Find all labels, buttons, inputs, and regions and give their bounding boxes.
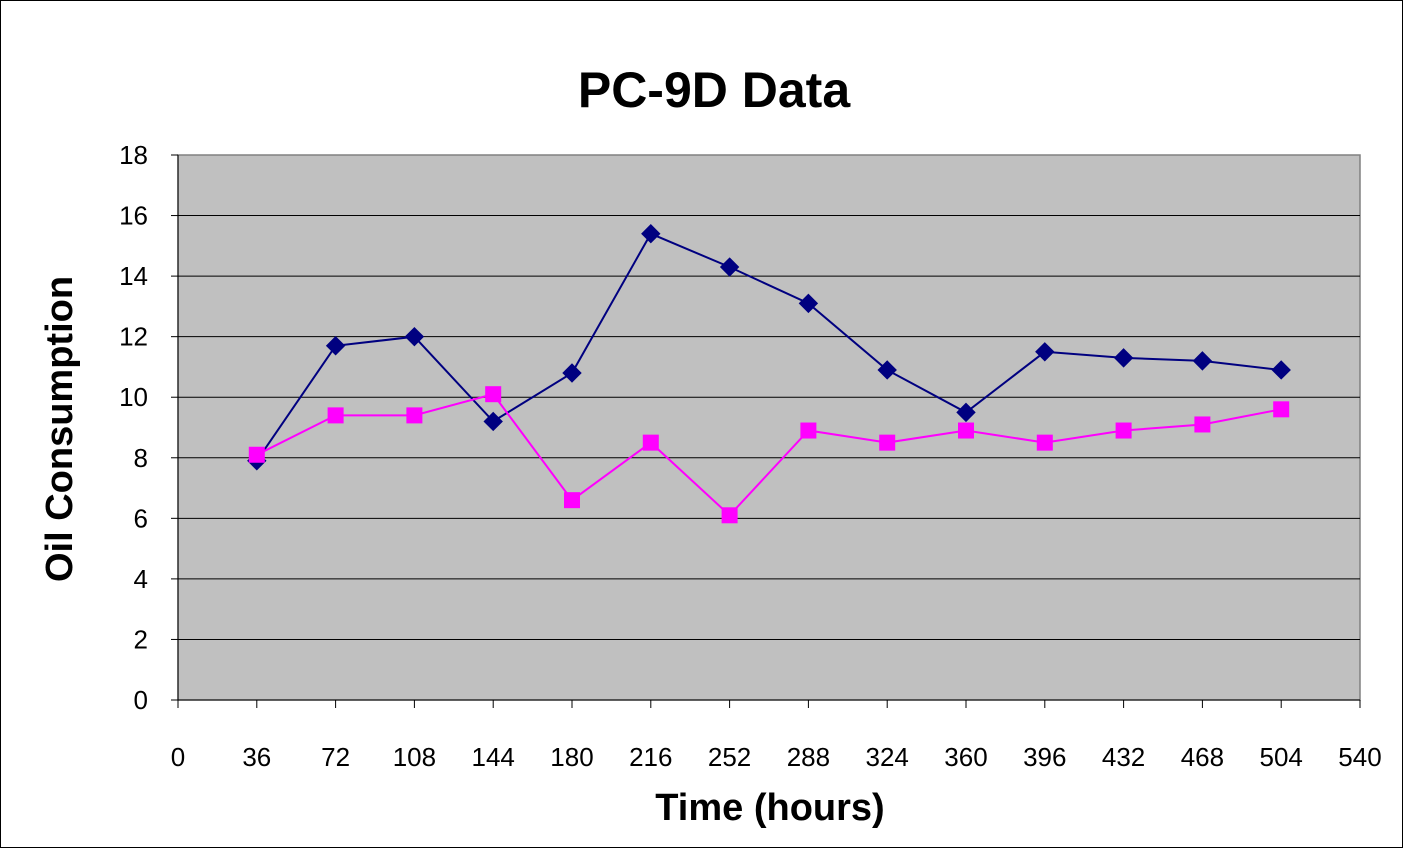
x-tick-label: 180 — [550, 742, 593, 772]
series-line-1 — [255, 232, 1282, 462]
series-1-diamond-marker — [877, 360, 897, 380]
series-2-square-marker — [721, 507, 738, 524]
series-2-square-marker — [1194, 416, 1211, 433]
series-1-diamond-marker — [1113, 348, 1134, 368]
series-1-diamond-marker — [1035, 342, 1055, 362]
y-axis-title: Oil Consumption — [39, 276, 81, 582]
y-tick-label: 6 — [134, 503, 148, 533]
y-tick-label: 8 — [134, 443, 148, 473]
x-tick-label: 144 — [472, 742, 515, 772]
y-tick-label: 2 — [134, 624, 148, 654]
series-1-diamond-marker — [562, 363, 582, 383]
series-2-square-marker — [248, 446, 265, 463]
x-tick-label: 288 — [787, 742, 830, 772]
x-tick-label: 468 — [1181, 742, 1224, 772]
series-2-square-marker — [958, 422, 974, 439]
series-1-diamond-marker — [641, 224, 661, 244]
y-tick-label: 10 — [119, 382, 148, 412]
series-2-square-marker — [1036, 434, 1053, 451]
y-tick-label: 16 — [119, 201, 148, 231]
y-tick-label: 14 — [119, 261, 148, 291]
series-1-diamond-marker — [1271, 360, 1291, 380]
series-1-diamond-marker — [483, 411, 503, 432]
y-tick-label: 12 — [119, 322, 148, 352]
series-2-square-marker — [327, 407, 344, 424]
series-1-diamond-marker — [956, 402, 976, 423]
x-axis-title: Time (hours) — [655, 787, 884, 829]
x-tick-label: 216 — [629, 742, 672, 772]
chart-title: PC-9D Data — [578, 62, 851, 118]
y-tick-label: 18 — [119, 140, 148, 170]
x-tick-label: 396 — [1023, 742, 1066, 772]
x-tick-label: 360 — [944, 742, 987, 772]
series-1-diamond-marker — [719, 257, 740, 277]
x-tick-label: 540 — [1338, 742, 1381, 772]
series-2-square-marker — [800, 422, 817, 439]
x-tick-label: 324 — [866, 742, 909, 772]
series-2-square-marker — [564, 492, 580, 509]
series-1-diamond-marker — [404, 326, 425, 347]
x-tick-label: 0 — [171, 742, 185, 772]
x-tick-label: 72 — [321, 742, 350, 772]
x-tick-label: 504 — [1260, 742, 1303, 772]
x-tick-label: 432 — [1102, 742, 1145, 772]
series-2-square-marker — [879, 434, 896, 451]
series-2-square-marker — [485, 386, 502, 403]
series-2-square-marker — [406, 407, 423, 424]
series-2-square-marker — [642, 434, 659, 451]
y-tick-label: 0 — [134, 685, 148, 715]
plot-background — [177, 154, 1361, 701]
series-2-square-marker — [1273, 401, 1290, 418]
series-2-square-marker — [1115, 422, 1132, 439]
y-tick-label: 4 — [134, 564, 148, 594]
series-line-2 — [256, 393, 1282, 517]
series-1-diamond-marker — [325, 336, 346, 356]
x-tick-label: 252 — [708, 742, 751, 772]
x-tick-label: 36 — [242, 742, 271, 772]
series-1-diamond-marker — [1192, 351, 1213, 371]
x-tick-label: 108 — [393, 742, 436, 772]
series-1-diamond-marker — [798, 293, 819, 314]
